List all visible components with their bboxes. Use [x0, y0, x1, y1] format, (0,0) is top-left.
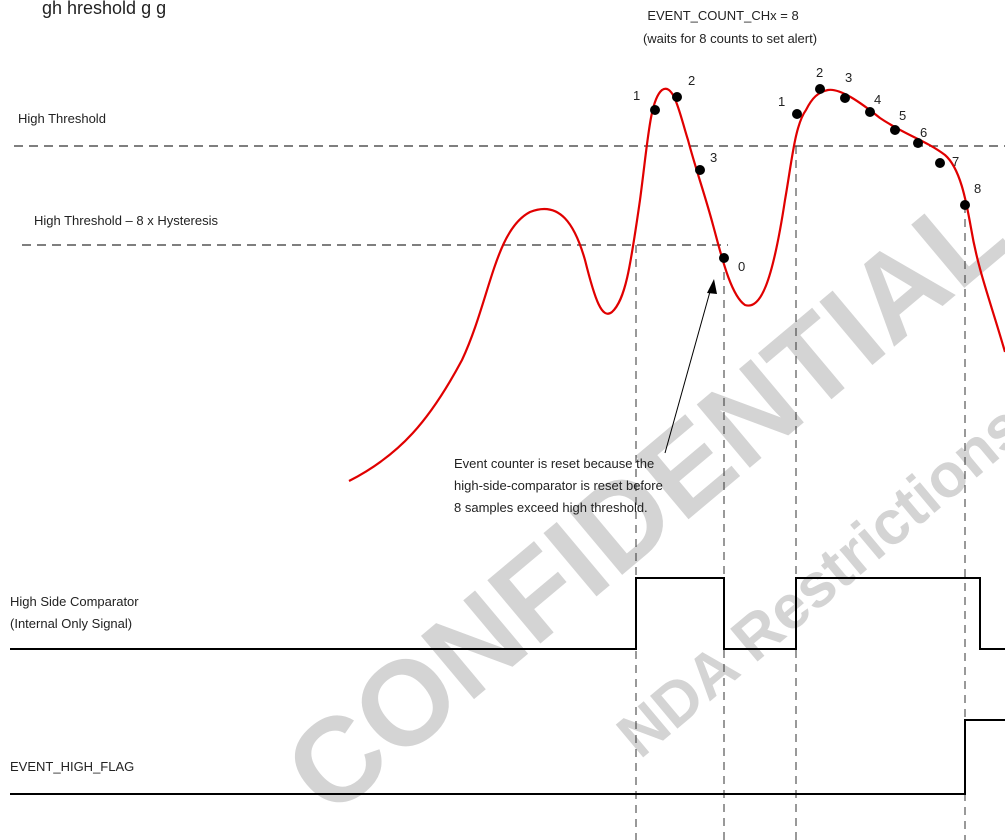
event-high-flag-waveform: [10, 719, 1005, 795]
sample-label: 3: [845, 70, 852, 85]
arrow-head: [707, 279, 717, 294]
sample-point: [792, 109, 802, 119]
comparator-note: (Internal Only Signal): [10, 616, 132, 631]
sample-point: [865, 107, 875, 117]
sample-label: 4: [874, 92, 881, 107]
sample-label: 3: [710, 150, 717, 165]
high-threshold-label: High Threshold: [18, 111, 106, 126]
annotation-arrow: [664, 279, 717, 454]
sample-point: [815, 84, 825, 94]
title-fragment: gh hreshold g g: [42, 0, 166, 18]
sample-label: 7: [952, 154, 959, 169]
sample-point: [890, 125, 900, 135]
sample-label: 6: [920, 125, 927, 140]
sample-label: 5: [899, 108, 906, 123]
sample-point: [913, 138, 923, 148]
sample-labels: 1 2 3 0 1 2 3 4 5 6 7 8: [633, 65, 981, 274]
sample-point: [719, 253, 729, 263]
event-high-flag-label: EVENT_HIGH_FLAG: [10, 759, 134, 774]
sample-point: [695, 165, 705, 175]
event-count-note: (waits for 8 counts to set alert): [643, 31, 817, 46]
event-count-label: EVENT_COUNT_CHx = 8: [647, 8, 798, 23]
comparator-waveform: [10, 577, 1005, 650]
sample-point: [840, 93, 850, 103]
sample-label: 8: [974, 181, 981, 196]
sample-label: 2: [816, 65, 823, 80]
sample-label: 0: [738, 259, 745, 274]
sample-point: [672, 92, 682, 102]
annotation-line-3: 8 samples exceed high threshold.: [454, 500, 648, 515]
sample-point: [935, 158, 945, 168]
annotation-line-1: Event counter is reset because the: [454, 456, 654, 471]
arrow-line: [664, 287, 712, 454]
sample-label: 2: [688, 73, 695, 88]
sample-point: [650, 105, 660, 115]
sample-point: [960, 200, 970, 210]
comparator-label: High Side Comparator: [10, 594, 139, 609]
time-markers: [635, 146, 966, 840]
sample-label: 1: [778, 94, 785, 109]
sample-label: 1: [633, 88, 640, 103]
sample-points: [650, 84, 970, 263]
annotation-line-2: high-side-comparator is reset before: [454, 478, 663, 493]
hysteresis-threshold-label: High Threshold – 8 x Hysteresis: [34, 213, 219, 228]
